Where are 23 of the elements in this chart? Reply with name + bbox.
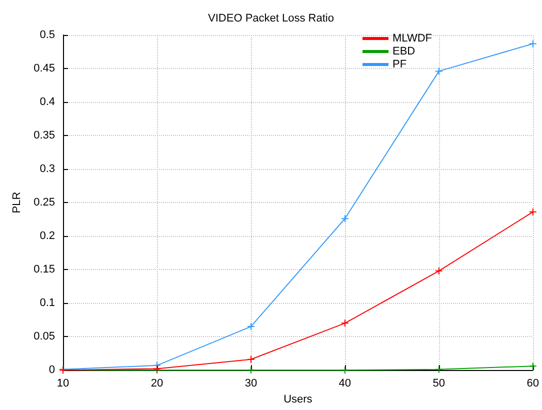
y-tick-label: 0 (48, 364, 55, 376)
y-tick-label: 0.5 (40, 29, 55, 41)
y-tick-label: 0.15 (34, 264, 55, 276)
y-tick-label: 0.05 (34, 330, 55, 343)
y-axis-title: PLR (11, 192, 24, 214)
y-tick-label: 0.1 (40, 297, 55, 310)
legend-label: EBD (392, 46, 416, 58)
y-tick-label: 0.3 (40, 163, 55, 176)
legend-label: MLWDF (392, 32, 432, 44)
chart-title: VIDEO Packet Loss Ratio (208, 12, 334, 24)
legend-label: PF (392, 58, 407, 70)
x-tick-label: 20 (150, 378, 164, 390)
x-tick-label: 30 (244, 378, 258, 390)
y-tick-label: 0.4 (40, 96, 55, 108)
x-axis-title: Users (284, 394, 313, 406)
x-tick-label: 60 (526, 378, 540, 390)
x-tick-label: 40 (338, 378, 352, 390)
x-tick-label: 50 (432, 378, 446, 390)
y-tick-label: 0.2 (40, 230, 55, 242)
y-tick-label: 0.25 (34, 196, 55, 209)
y-tick-label: 0.45 (34, 62, 55, 75)
y-tick-label: 0.35 (34, 130, 55, 142)
x-tick-label: 10 (56, 378, 70, 390)
